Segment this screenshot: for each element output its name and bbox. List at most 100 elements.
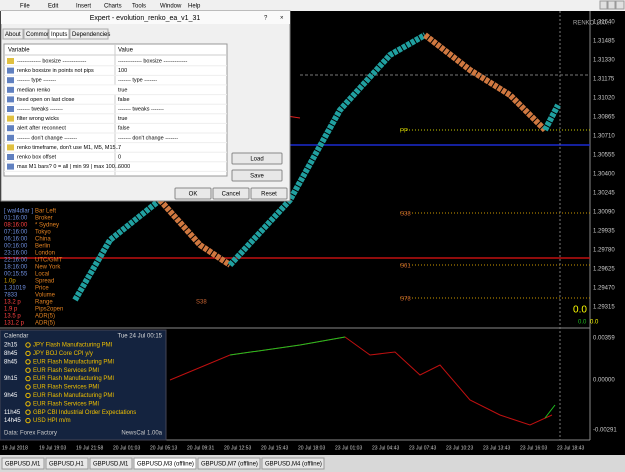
input-value[interactable]: ------- type ------- [118, 78, 157, 84]
symbol-label: RENKO 100... [573, 21, 611, 27]
menu-item[interactable]: Help [188, 4, 201, 10]
input-value[interactable]: false [118, 97, 130, 103]
price-label: 1.30865 [593, 115, 615, 121]
info-panel: [ wal4dlar ] Bar Left 01:16:00 Broker 08:16:… [4, 209, 63, 327]
price-label: 1.30090 [593, 210, 615, 216]
indicator-label: 0.00359 [593, 336, 615, 342]
calendar-title: Calendar [4, 334, 28, 340]
price-label: 1.31020 [593, 96, 615, 102]
button-reset[interactable] [250, 187, 288, 200]
dialog-tab[interactable] [23, 28, 49, 40]
close-button[interactable] [615, 0, 625, 10]
readout: 0.0 [573, 305, 587, 316]
event-time: 14h45 [4, 418, 21, 424]
info-value: 22:16:00 [4, 258, 28, 264]
bricks-up [72, 197, 162, 302]
event-text: EUR Flash Manufacturing PMI [33, 393, 114, 399]
column-header: Variable [8, 48, 30, 54]
button-label: Reset [261, 192, 277, 198]
price-label: 1.30245 [593, 191, 615, 197]
price-label: 1.30710 [593, 134, 615, 140]
menu-item[interactable]: Window [160, 4, 182, 10]
info-value: 1.0p [4, 279, 16, 285]
chart-tab[interactable] [1, 457, 45, 470]
info-label: ADR(5) [35, 321, 55, 327]
dialog-tab[interactable] [2, 28, 24, 40]
menu-item[interactable]: Insert [76, 4, 91, 10]
time-label: 23 Jul 18:43 [557, 445, 584, 451]
time-label: 23 Jul 04:43 [372, 445, 399, 451]
event-icon [25, 350, 31, 357]
info-value: 01:16:00 [4, 216, 28, 222]
indicator-label: 0.00000 [593, 378, 615, 384]
calendar-date: Tue 24 Jul 00:15 [118, 334, 163, 340]
time-label: 20 Jul 12:53 [224, 445, 251, 451]
menu-item[interactable]: Charts [104, 4, 122, 10]
event-icon [25, 401, 31, 407]
event-icon [25, 342, 31, 348]
event-text: EUR Flash Manufacturing PMI [33, 359, 114, 365]
input-value[interactable]: 100 [118, 68, 127, 74]
bricks-up [542, 103, 561, 132]
input-name: filter wrong wicks [17, 116, 59, 122]
chart-tab[interactable] [133, 457, 197, 470]
chart-tab-label: GBPUSD,M3 (offline) [137, 462, 194, 468]
dialog-tab[interactable] [48, 28, 70, 40]
input-value[interactable]: ------------- boxsize ------------- [118, 58, 187, 64]
time-label: 23 Jul 10:23 [446, 445, 473, 451]
button-load[interactable] [231, 152, 283, 165]
info-label: Berlin [35, 244, 50, 250]
menu-item[interactable]: File [20, 4, 30, 10]
event-text: GBP CBI Industrial Order Expectations [33, 410, 136, 416]
level-label: PP [400, 129, 408, 135]
row-icon [7, 58, 14, 64]
input-value[interactable]: true [118, 87, 127, 93]
input-value[interactable]: ------- don't change ------- [118, 135, 178, 141]
menu-item[interactable]: Edit [48, 4, 59, 10]
renko-bricks [72, 32, 561, 302]
input-value[interactable]: false [118, 126, 130, 132]
chart-tab[interactable] [45, 457, 89, 470]
row-icon [7, 106, 14, 112]
input-name: ------- don't change ------- [17, 135, 77, 141]
help-button[interactable]: ? [264, 16, 268, 22]
time-label: 20 Jul 01:03 [113, 445, 140, 451]
input-value[interactable]: 0 [118, 154, 121, 160]
price-label: 1.30555 [593, 153, 615, 159]
indicator-line-up [544, 404, 556, 419]
input-value[interactable]: 7 [118, 145, 121, 151]
input-value[interactable]: ------- tweaks ------- [118, 106, 164, 112]
input-name: ------- tweaks ------- [17, 106, 63, 112]
event-text: JPY BOJ Core CPI y/y [33, 351, 93, 357]
info-label: Volume [35, 293, 56, 299]
input-value[interactable]: 6000 [118, 164, 130, 170]
readout: 0.0 [590, 320, 599, 326]
info-value: 07:16:00 [4, 230, 28, 236]
chart-tab[interactable] [261, 457, 325, 470]
close-button[interactable]: × [280, 16, 284, 22]
input-value[interactable]: true [118, 116, 127, 122]
button-save[interactable] [231, 169, 283, 182]
menu-item[interactable]: Tools [132, 4, 146, 10]
chart-tab[interactable] [197, 457, 261, 470]
info-label: Tokyo [35, 230, 51, 236]
event-time: 9h15 [4, 376, 18, 382]
price-label: 1.31330 [593, 58, 615, 64]
column-header: Value [118, 48, 134, 54]
dialog-titlebar [1, 11, 290, 24]
event-time: 8h45 [4, 351, 18, 357]
info-value: 00:15:55 [4, 272, 28, 278]
button-cancel[interactable] [212, 187, 250, 200]
calendar-version: NewsCal 1.00a [121, 431, 162, 437]
info-label: London [35, 251, 55, 257]
price-label: 1.31640 [593, 20, 615, 26]
info-label: New York [35, 265, 61, 271]
input-name: median renko [17, 87, 50, 93]
button-ok[interactable] [174, 187, 212, 200]
dialog-tab[interactable] [69, 28, 109, 40]
chart-tab[interactable] [89, 457, 133, 470]
input-name: max M1 bars? 0 = all | min 99 | max 100.… [17, 164, 120, 170]
info-value: 06:16:00 [4, 237, 28, 243]
restore-button[interactable] [607, 0, 616, 10]
minimize-button[interactable] [599, 0, 608, 10]
